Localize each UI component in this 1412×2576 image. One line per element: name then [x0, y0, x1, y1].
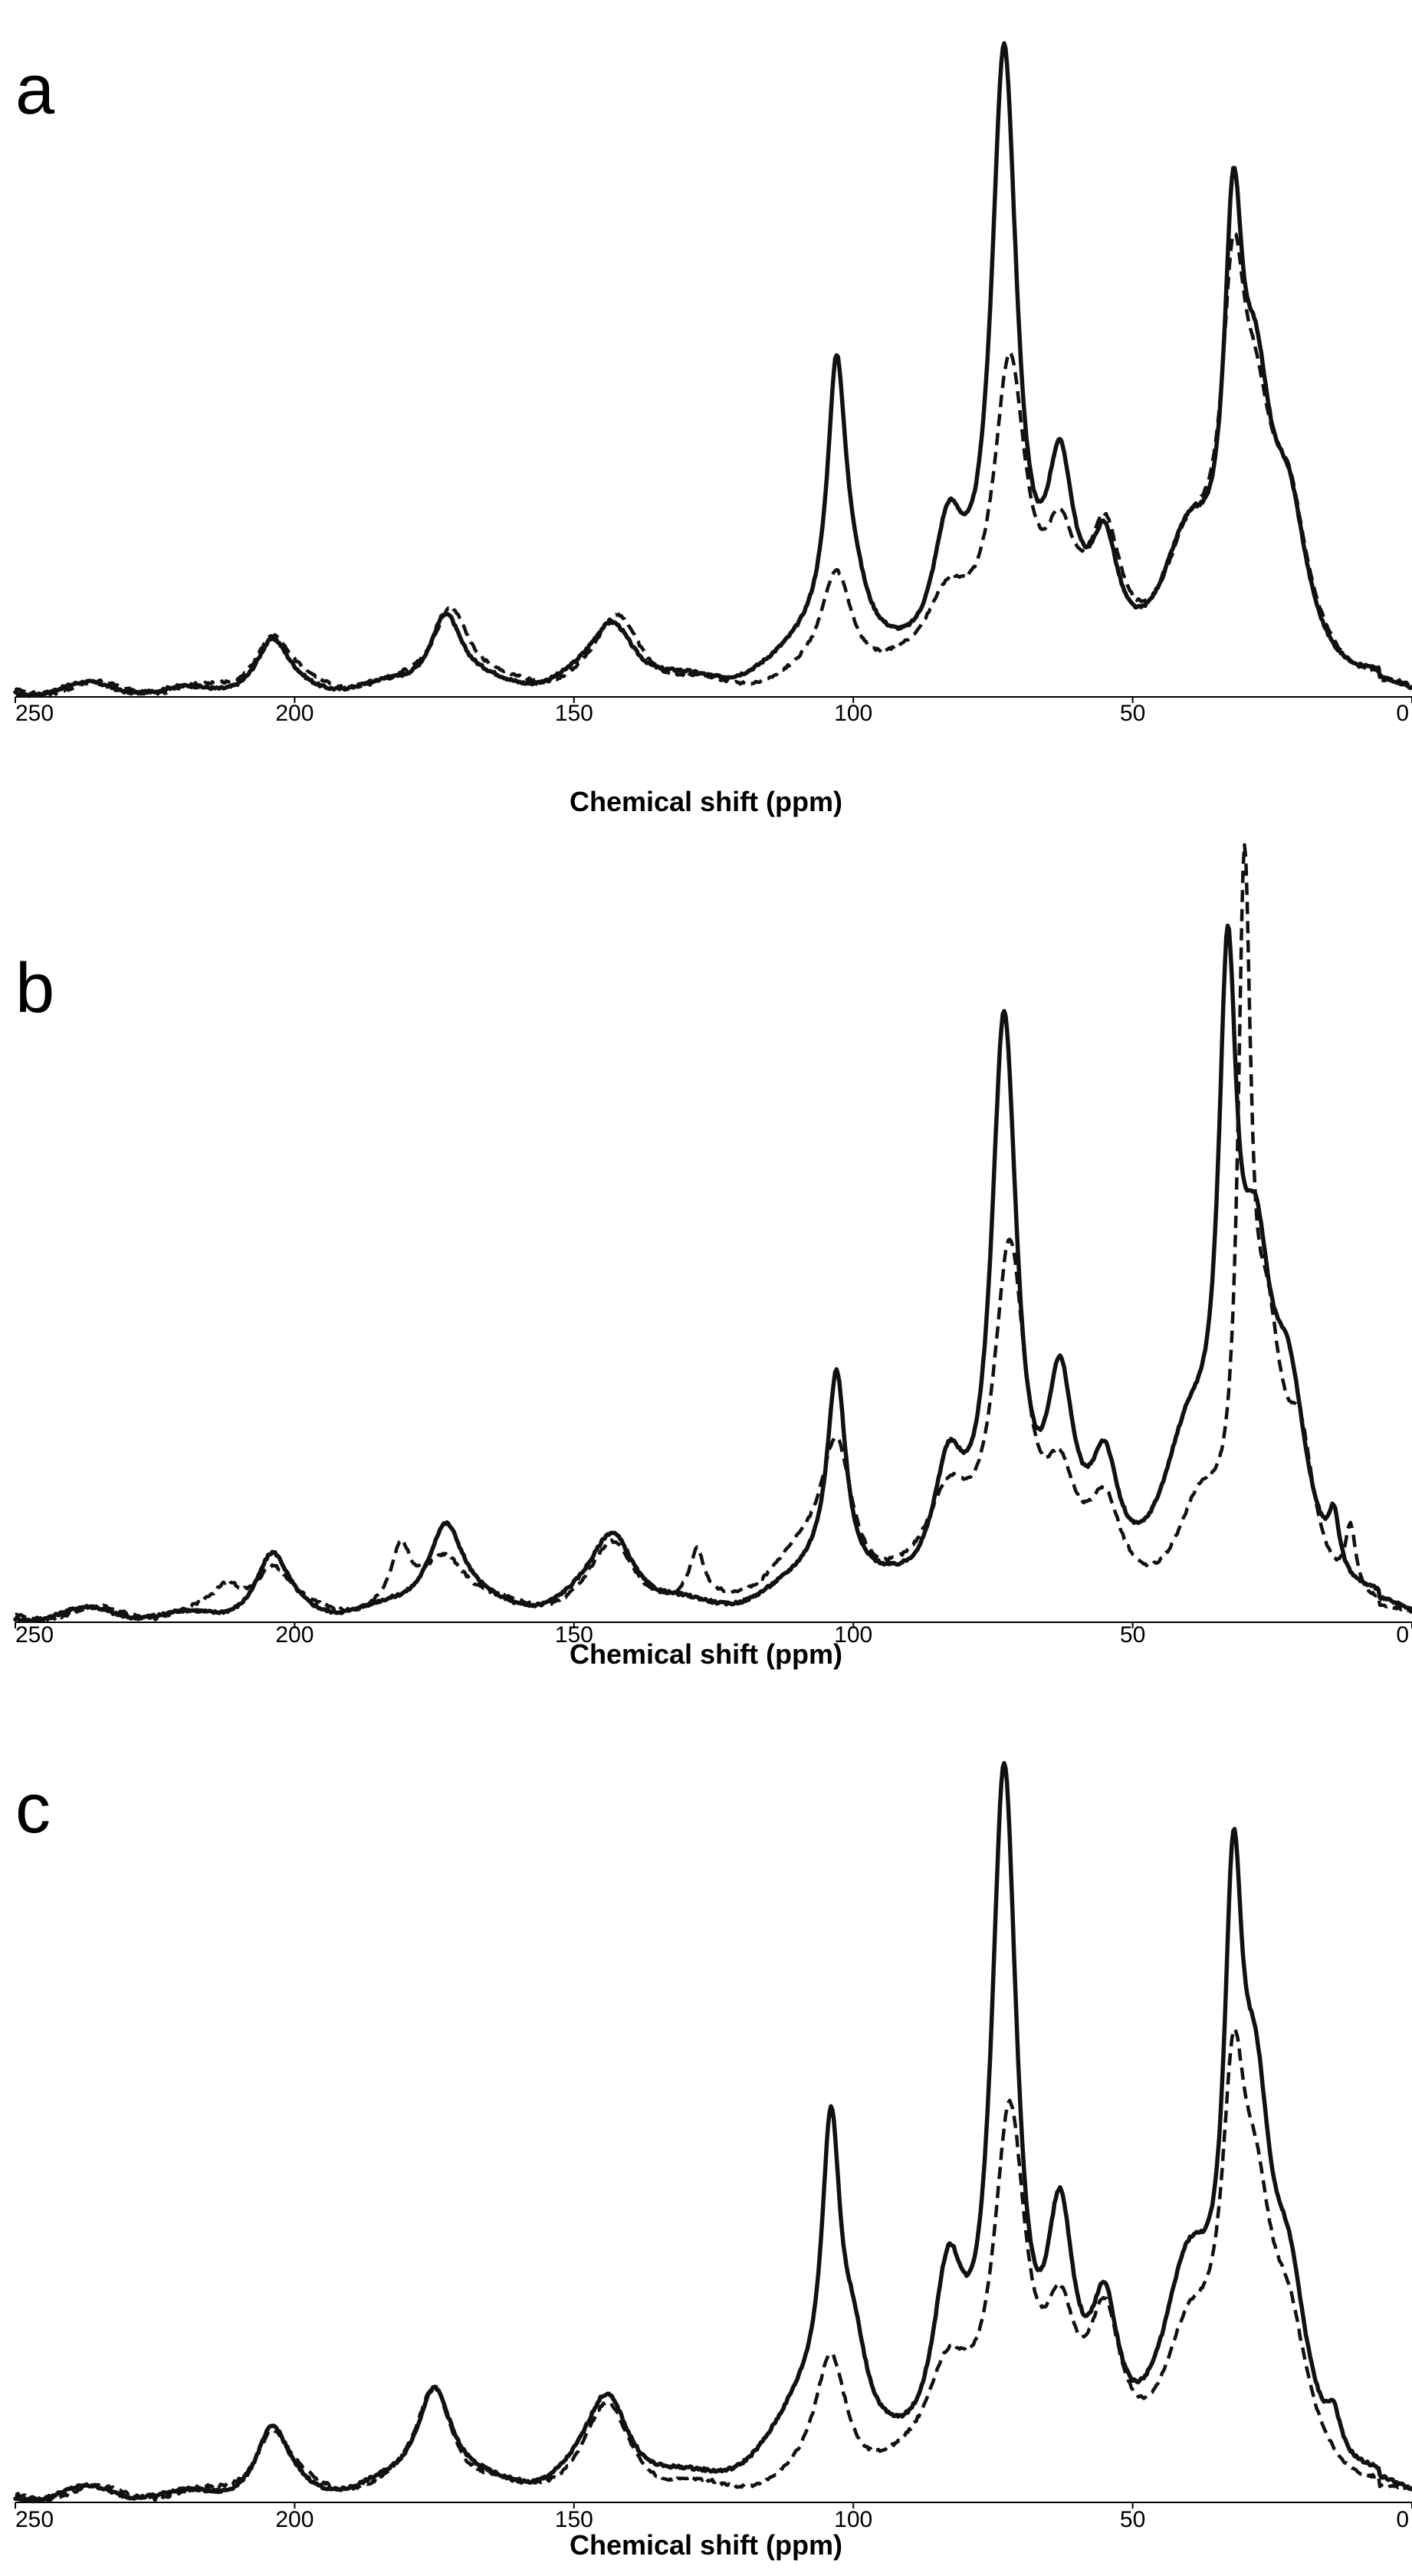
panel-b-plot: 250 200 150 100 50 0 [13, 843, 1412, 1648]
x-tick-label: 250 [15, 1622, 54, 1648]
panel-b-x-axis-title: Chemical shift (ppm) [570, 1638, 842, 1670]
panel-c-plot: 250 200 150 100 50 0 [13, 1760, 1412, 2532]
panel-a-x-axis-title: Chemical shift (ppm) [570, 786, 842, 817]
series-dashed-line [15, 843, 1412, 1622]
x-tick-label: 200 [275, 701, 314, 726]
x-tick-label: 150 [555, 1622, 593, 1648]
x-tick-label: 50 [1120, 1622, 1145, 1648]
x-tick-label: 150 [555, 701, 593, 726]
x-tick-label: 200 [275, 2507, 314, 2532]
panel-c-label: c [15, 1769, 51, 1848]
series-solid-line [13, 41, 1412, 698]
x-tick-label: 50 [1120, 701, 1145, 726]
panel-c-chart: c 250 200 150 100 50 0 Chemical shift (ppm) [13, 1760, 1412, 2561]
series-dashed-line [15, 2027, 1412, 2502]
panel-b-chart: b 250 200 150 100 50 0 Chemical shift (ppm) [13, 843, 1412, 1670]
panel-a-label: a [15, 51, 55, 129]
x-tick-label: 100 [834, 1622, 872, 1648]
panel-b-label: b [15, 949, 54, 1027]
x-tick-label: 150 [555, 2507, 593, 2532]
x-tick-label: 200 [275, 1622, 314, 1648]
panel-c-x-axis-title: Chemical shift (ppm) [570, 2529, 842, 2561]
x-tick-label: 0 [1396, 2507, 1409, 2532]
x-tick-label: 100 [834, 701, 872, 726]
x-tick-label: 250 [15, 701, 54, 726]
x-tick-label: 250 [15, 2507, 54, 2532]
series-solid-line [13, 1760, 1412, 2504]
x-tick-label: 0 [1396, 701, 1409, 726]
panel-a-plot: 250 200 150 100 50 0 [13, 41, 1412, 726]
x-tick-label: 0 [1396, 1622, 1409, 1648]
series-solid-line [13, 923, 1412, 1624]
x-tick-label: 100 [834, 2507, 872, 2532]
series-dashed-line [14, 232, 1412, 697]
x-tick-label: 50 [1120, 2507, 1145, 2532]
panel-a-chart: a 250 200 150 100 50 0 Chemical shift (ppm) [13, 41, 1412, 817]
